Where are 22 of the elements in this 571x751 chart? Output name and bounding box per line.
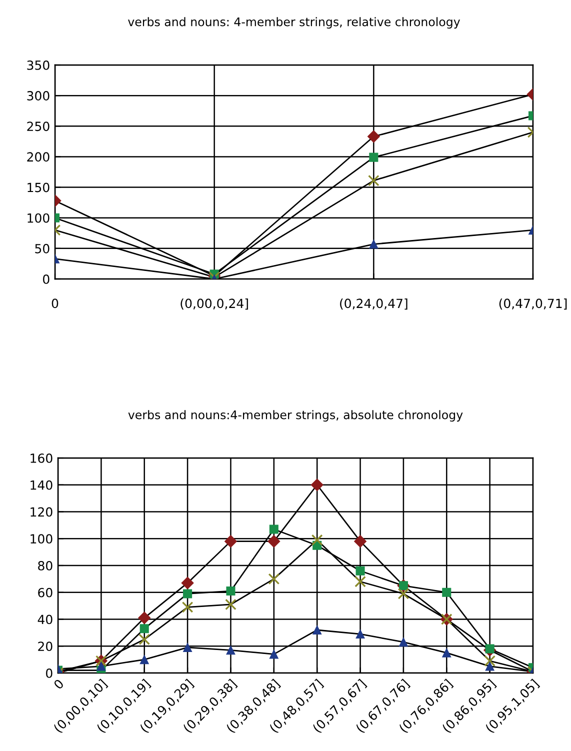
chart-title: verbs and nouns: 4-member strings, relative chronology bbox=[128, 17, 460, 29]
y-tick-label: 0 bbox=[43, 274, 50, 284]
chart-title: verbs and nouns:4-member strings, absolute chronology bbox=[128, 410, 463, 422]
y-tick-label: 80 bbox=[38, 560, 52, 570]
x-tick-label: (0,24,0,47] bbox=[340, 298, 408, 310]
y-tick-label: 350 bbox=[27, 60, 50, 70]
y-tick-label: 40 bbox=[38, 614, 52, 624]
y-tick-label: 250 bbox=[27, 122, 50, 132]
y-tick-label: 160 bbox=[30, 453, 52, 463]
y-tick-label: 0 bbox=[46, 668, 52, 678]
y-tick-label: 140 bbox=[30, 480, 52, 490]
y-tick-label: 100 bbox=[28, 213, 50, 223]
y-tick-label: 200 bbox=[27, 152, 50, 162]
y-tick-label: 120 bbox=[30, 507, 52, 517]
y-tick-label: 300 bbox=[27, 91, 50, 100]
y-tick-label: 60 bbox=[38, 588, 52, 598]
y-tick-label: 50 bbox=[35, 244, 50, 254]
y-tick-label: 150 bbox=[28, 182, 50, 192]
x-tick-label: (0,47,0,71] bbox=[499, 298, 567, 310]
y-tick-label: 20 bbox=[38, 642, 52, 652]
y-tick-label: 100 bbox=[30, 534, 52, 544]
x-tick-label: (0,00,0,24] bbox=[180, 298, 248, 310]
